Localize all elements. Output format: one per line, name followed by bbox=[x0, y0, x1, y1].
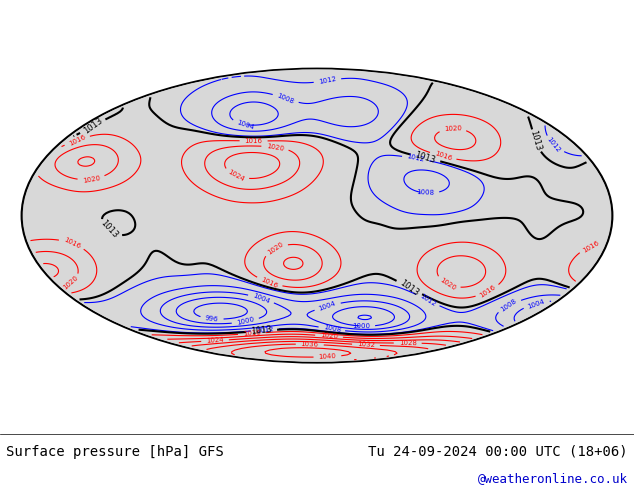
Text: 1012: 1012 bbox=[318, 76, 337, 85]
Text: 1008: 1008 bbox=[500, 298, 518, 313]
Text: 1016: 1016 bbox=[434, 150, 453, 162]
Text: 1024: 1024 bbox=[227, 169, 245, 183]
Text: 1004: 1004 bbox=[252, 293, 271, 305]
Text: Surface pressure [hPa] GFS: Surface pressure [hPa] GFS bbox=[6, 445, 224, 459]
Text: 1013: 1013 bbox=[414, 150, 437, 165]
Text: @weatheronline.co.uk: @weatheronline.co.uk bbox=[477, 472, 628, 485]
Text: 1013: 1013 bbox=[82, 117, 104, 136]
Text: 1016: 1016 bbox=[581, 239, 600, 253]
Text: 1013: 1013 bbox=[528, 129, 543, 152]
Text: 1008: 1008 bbox=[323, 324, 342, 334]
Text: 1020: 1020 bbox=[266, 143, 285, 151]
Text: 1028: 1028 bbox=[399, 340, 417, 346]
Text: 1020: 1020 bbox=[82, 175, 101, 184]
Text: 1000: 1000 bbox=[236, 317, 255, 326]
Text: 1008: 1008 bbox=[276, 92, 295, 105]
Text: 1016: 1016 bbox=[479, 284, 497, 299]
Text: 1016: 1016 bbox=[63, 237, 82, 250]
Text: 996: 996 bbox=[205, 315, 219, 322]
Text: 1020: 1020 bbox=[266, 241, 284, 256]
Text: 1016: 1016 bbox=[260, 276, 279, 289]
Text: Tu 24-09-2024 00:00 UTC (18+06): Tu 24-09-2024 00:00 UTC (18+06) bbox=[368, 445, 628, 459]
Text: 1004: 1004 bbox=[527, 298, 546, 310]
Text: 1016: 1016 bbox=[68, 134, 86, 147]
Text: 1024: 1024 bbox=[206, 337, 224, 344]
Text: 1004: 1004 bbox=[318, 300, 337, 312]
Text: 1016: 1016 bbox=[245, 138, 262, 144]
Text: 1036: 1036 bbox=[301, 341, 319, 348]
Text: 1016: 1016 bbox=[243, 330, 261, 337]
Text: 1000: 1000 bbox=[352, 323, 370, 329]
Text: 1013: 1013 bbox=[99, 219, 120, 240]
Text: 1020: 1020 bbox=[444, 125, 462, 132]
Text: 1020: 1020 bbox=[62, 274, 80, 291]
Text: 1013: 1013 bbox=[250, 325, 273, 337]
Ellipse shape bbox=[22, 69, 612, 363]
Text: 1008: 1008 bbox=[417, 190, 434, 196]
Text: 1040: 1040 bbox=[318, 353, 337, 360]
Text: 1012: 1012 bbox=[418, 293, 437, 308]
Text: 1032: 1032 bbox=[357, 342, 375, 348]
Text: 1020: 1020 bbox=[438, 277, 456, 292]
Text: 1012: 1012 bbox=[546, 136, 562, 153]
Text: 1004: 1004 bbox=[236, 119, 255, 130]
Ellipse shape bbox=[23, 70, 611, 362]
Text: 1020: 1020 bbox=[320, 332, 338, 340]
Text: 1013: 1013 bbox=[398, 278, 420, 297]
Text: 1012: 1012 bbox=[406, 153, 425, 163]
Text: 1012: 1012 bbox=[256, 326, 274, 334]
